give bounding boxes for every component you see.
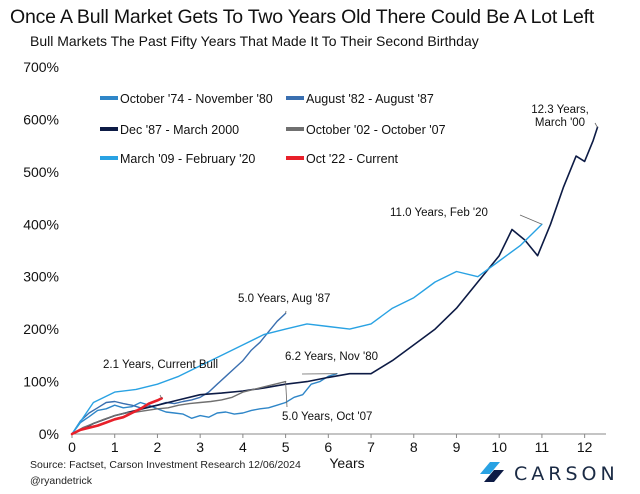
annotation-label: 11.0 Years, Feb '20 [390, 207, 488, 219]
legend-label: October '74 - November '80 [120, 92, 273, 106]
legend-label: Dec '87 - March 2000 [120, 123, 239, 137]
series-line-5 [70, 396, 163, 436]
x-tick-label: 3 [196, 439, 204, 455]
y-tick-label: 200% [23, 321, 59, 337]
author-handle: @ryandetrick [30, 475, 93, 487]
annotation-leader-line [285, 381, 288, 408]
annotation-label: March '00 [535, 117, 585, 129]
legend: October '74 - November '80 August '82 - A… [100, 92, 446, 166]
x-tick-label: 10 [491, 439, 507, 455]
annotation-label: 2.1 Years, Current Bull [103, 359, 218, 371]
y-tick-label: 100% [23, 374, 59, 390]
y-tick-label: 500% [23, 164, 59, 180]
x-tick-label: 1 [111, 439, 119, 455]
series-layer [70, 126, 599, 436]
chart-title: Once A Bull Market Gets To Two Years Old… [10, 6, 595, 28]
x-tick-label: 8 [410, 439, 418, 455]
series-line-0 [71, 373, 338, 435]
annotation-leader-line [159, 394, 163, 399]
source-note: Source: Factset, Carson Investment Resea… [30, 459, 301, 471]
legend-label: August '82 - August '87 [306, 92, 434, 106]
series-line-2 [71, 126, 599, 435]
x-tick-label: 6 [324, 439, 332, 455]
y-axis: 0% 100% 200% 300% 400% 500% 600% 700% [23, 59, 59, 442]
carson-logo-text: CARSON [514, 463, 619, 485]
y-tick-label: 400% [23, 216, 59, 232]
annotation-label: 6.2 Years, Nov '80 [285, 351, 378, 363]
annotation-label: 5.0 Years, Oct '07 [282, 411, 372, 423]
series-line-1 [71, 312, 287, 435]
x-axis: 0 1 2 3 4 5 6 7 8 9 10 11 12 [68, 433, 606, 455]
legend-label: October '02 - October '07 [306, 123, 446, 137]
x-tick-label: 4 [239, 439, 247, 455]
y-tick-label: 700% [23, 59, 59, 75]
x-tick-label: 11 [535, 439, 550, 455]
chart-subtitle: Bull Markets The Past Fifty Years That M… [30, 33, 479, 49]
x-tick-label: 9 [453, 439, 461, 455]
x-tick-label: 0 [68, 439, 76, 455]
y-tick-label: 0% [39, 426, 59, 442]
annotation-layer: 12.3 Years,March '00 11.0 Years, Feb '20 5… [103, 104, 598, 423]
series-line-3 [71, 380, 287, 435]
carson-logo-mark-icon [480, 462, 504, 482]
annotation-label: 12.3 Years, [531, 104, 589, 116]
carson-logo: CARSON [478, 458, 628, 488]
x-tick-label: 2 [154, 439, 162, 455]
annotation-label: 5.0 Years, Aug '87 [238, 293, 330, 305]
y-tick-label: 600% [23, 111, 59, 127]
legend-label: Oct '22 - Current [306, 152, 399, 166]
y-tick-label: 300% [23, 269, 59, 285]
x-tick-label: 5 [282, 439, 290, 455]
x-axis-label: Years [329, 455, 364, 471]
x-tick-label: 7 [367, 439, 375, 455]
legend-label: March '09 - February '20 [120, 152, 255, 166]
series-line-4 [71, 223, 543, 435]
x-tick-label: 12 [577, 439, 593, 455]
annotation-leader-line [594, 122, 598, 128]
annotation-leader-line [519, 214, 543, 225]
